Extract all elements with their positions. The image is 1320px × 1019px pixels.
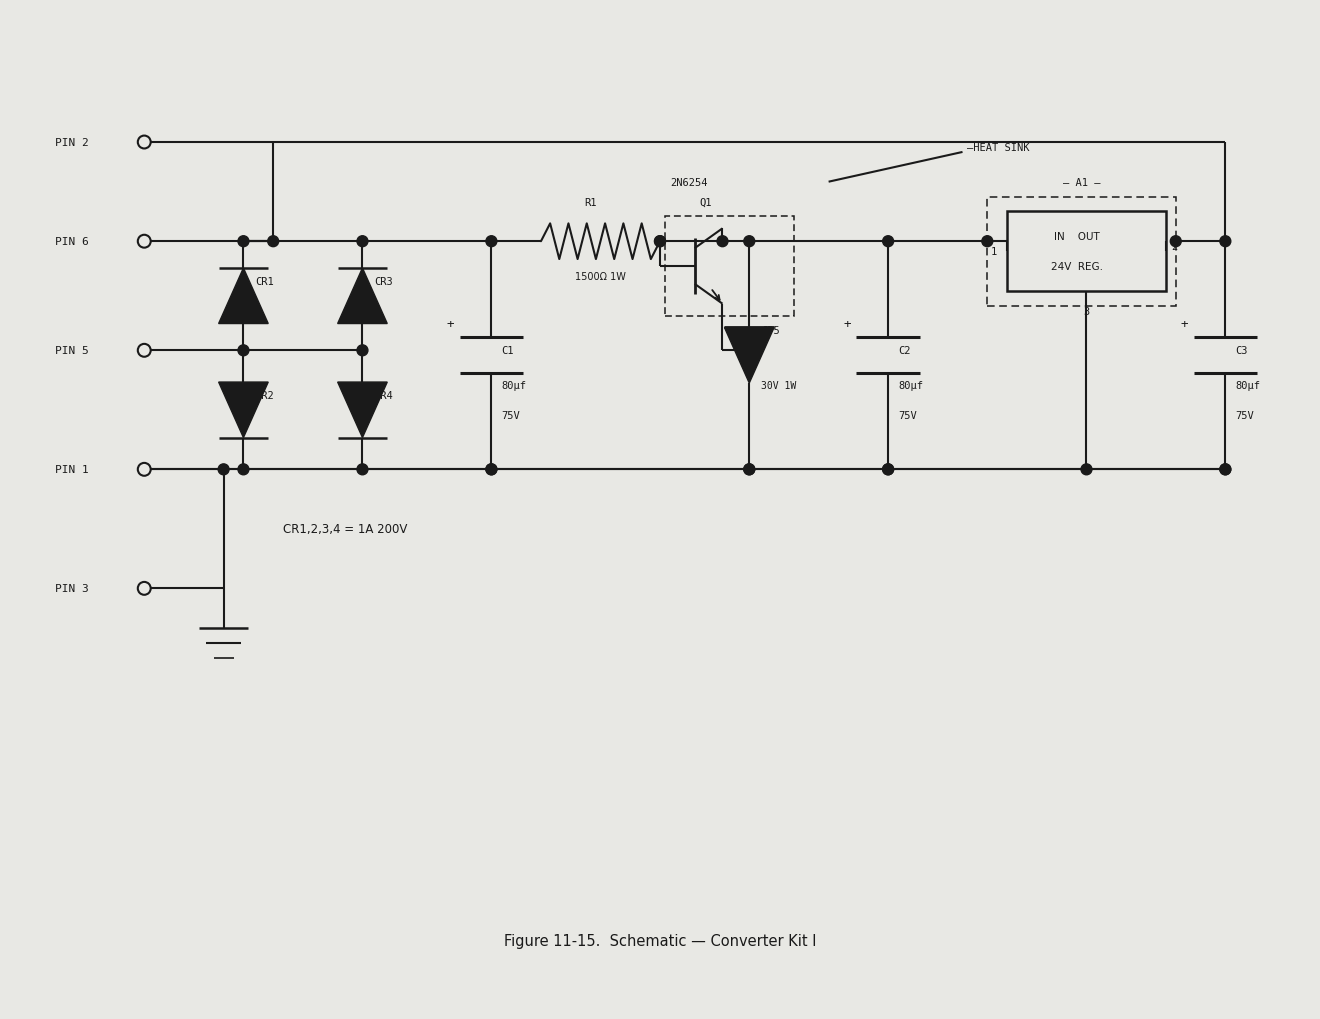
Text: IN    OUT: IN OUT <box>1053 232 1100 242</box>
Text: 80μf: 80μf <box>898 381 923 390</box>
Text: 1: 1 <box>991 247 997 257</box>
Circle shape <box>238 345 249 357</box>
Circle shape <box>883 236 894 248</box>
Circle shape <box>982 236 993 248</box>
Circle shape <box>268 236 279 248</box>
Circle shape <box>238 236 249 248</box>
Bar <box>987 198 1176 307</box>
Circle shape <box>356 345 368 357</box>
Circle shape <box>883 465 894 475</box>
Circle shape <box>655 236 665 248</box>
Text: 75V: 75V <box>502 411 520 421</box>
Circle shape <box>1171 236 1181 248</box>
Text: CR3: CR3 <box>375 276 393 286</box>
Circle shape <box>238 465 249 475</box>
Text: Q1: Q1 <box>700 198 713 207</box>
Circle shape <box>486 465 496 475</box>
Bar <box>665 217 793 316</box>
Polygon shape <box>338 383 387 438</box>
Text: C2: C2 <box>898 346 911 356</box>
Circle shape <box>486 236 496 248</box>
Text: CR2: CR2 <box>255 390 275 400</box>
Text: CR4: CR4 <box>375 390 393 400</box>
Text: +: + <box>1180 318 1188 331</box>
Polygon shape <box>219 269 268 324</box>
Text: C1: C1 <box>502 346 513 356</box>
Text: —HEAT SINK: —HEAT SINK <box>968 143 1030 153</box>
Circle shape <box>743 236 755 248</box>
Text: PIN 5: PIN 5 <box>55 346 88 356</box>
Text: 2: 2 <box>1171 242 1177 252</box>
Text: 80μf: 80μf <box>1236 381 1261 390</box>
Polygon shape <box>219 383 268 438</box>
Text: 2N6254: 2N6254 <box>671 177 708 187</box>
Text: +: + <box>446 318 454 331</box>
Circle shape <box>743 465 755 475</box>
Text: CR1,2,3,4 = 1A 200V: CR1,2,3,4 = 1A 200V <box>282 523 408 536</box>
Text: Figure 11-15.  Schematic — Converter Kit I: Figure 11-15. Schematic — Converter Kit … <box>504 933 816 948</box>
Text: CP5: CP5 <box>762 326 780 336</box>
Bar <box>1007 212 1166 291</box>
Text: C3: C3 <box>1236 346 1247 356</box>
Text: 75V: 75V <box>1236 411 1254 421</box>
Text: 75V: 75V <box>898 411 917 421</box>
Text: R1: R1 <box>585 198 597 207</box>
Polygon shape <box>338 269 387 324</box>
Text: 30V 1W: 30V 1W <box>762 381 796 390</box>
Text: PIN 6: PIN 6 <box>55 237 88 247</box>
Polygon shape <box>725 328 774 384</box>
Text: +: + <box>843 318 851 331</box>
Text: CR1: CR1 <box>255 276 275 286</box>
Text: 80μf: 80μf <box>502 381 527 390</box>
Text: 3: 3 <box>1084 307 1089 316</box>
Circle shape <box>655 236 665 248</box>
Text: PIN 1: PIN 1 <box>55 465 88 475</box>
Text: 24V  REG.: 24V REG. <box>1051 262 1102 272</box>
Text: — A1 —: — A1 — <box>1063 177 1101 187</box>
Circle shape <box>1220 465 1230 475</box>
Circle shape <box>218 465 230 475</box>
Circle shape <box>717 236 727 248</box>
Circle shape <box>743 465 755 475</box>
Circle shape <box>486 465 496 475</box>
Circle shape <box>883 465 894 475</box>
Text: PIN 3: PIN 3 <box>55 584 88 594</box>
Circle shape <box>356 465 368 475</box>
Text: PIN 2: PIN 2 <box>55 138 88 148</box>
Text: 1500Ω 1W: 1500Ω 1W <box>576 272 626 281</box>
Circle shape <box>356 236 368 248</box>
Circle shape <box>1220 465 1230 475</box>
Circle shape <box>1220 236 1230 248</box>
Circle shape <box>1081 465 1092 475</box>
